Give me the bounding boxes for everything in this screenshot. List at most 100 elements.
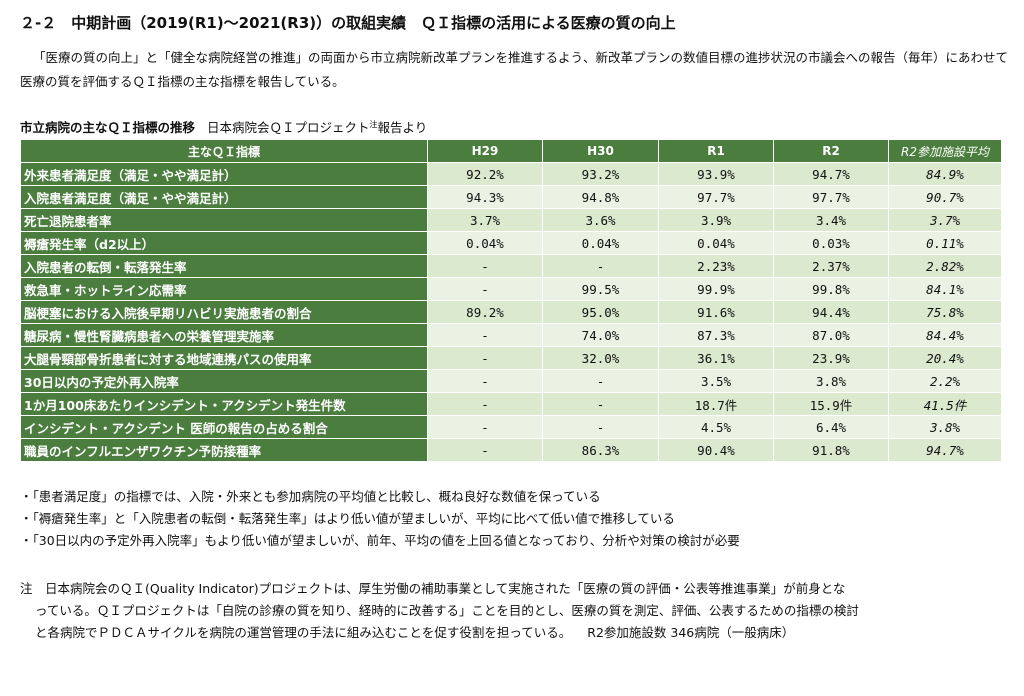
table-row: 糖尿病・慢性腎臓病患者への栄養管理実施率 -74.0% 87.3% 87.0% 84.4…	[20, 323, 1002, 347]
value-cell: 91.8%	[773, 438, 889, 462]
observation-notes: ・「患者満足度」の指標では、入院・外来とも参加病院の平均値と比較し、概ね良好な数…	[20, 486, 1010, 552]
value-cell: 93.9%	[658, 162, 774, 186]
value-cell: 94.4%	[773, 300, 889, 324]
value-cell: -	[427, 415, 543, 439]
header-indicator: 主なＱＩ指標	[20, 139, 428, 163]
indicator-label: 30日以内の予定外再入院率	[20, 369, 428, 393]
table-header-row: 主なＱＩ指標 H29 H30 R1 R2 R2参加施設平均	[20, 139, 1002, 163]
table-caption-note-mark: 注	[369, 119, 378, 129]
average-value-cell: 3.8%	[888, 415, 1002, 439]
indicator-label: 入院患者の転倒・転落発生率	[20, 254, 428, 278]
value-cell: 32.0%	[542, 346, 659, 370]
header-r1: R1	[658, 139, 774, 163]
table-row: 外来患者満足度（満足・やや満足計） 92.2% 93.2% 93.9% 94.7% 84.…	[20, 162, 1002, 186]
indicator-label: 救急車・ホットライン応需率	[20, 277, 428, 301]
footnote-line-text: と各病院でＰＤＣＡサイクルを病院の運営管理の手法に組み込むことを促す役割を担って…	[35, 625, 572, 640]
value-cell: -	[427, 323, 543, 347]
footnote-line: と各病院でＰＤＣＡサイクルを病院の運営管理の手法に組み込むことを促す役割を担って…	[20, 622, 1010, 644]
table-row: 褥瘡発生率（d2以上） 0.04% 0.04% 0.04% 0.03% 0.11%	[20, 231, 1002, 255]
average-value-cell: 94.7%	[888, 438, 1002, 462]
average-value-cell: 2.2%	[888, 369, 1002, 393]
value-cell: 90.4%	[658, 438, 774, 462]
value-cell: 2.37%	[773, 254, 889, 278]
average-value-cell: 0.11%	[888, 231, 1002, 255]
note-item: ・「患者満足度」の指標では、入院・外来とも参加病院の平均値と比較し、概ね良好な数…	[20, 489, 601, 504]
note-item: ・「30日以内の予定外再入院率」もより低い値が望ましいが、前年、平均の値を上回る…	[20, 533, 740, 548]
indicator-label: インシデント・アクシデント 医師の報告の占める割合	[20, 415, 428, 439]
value-cell: 89.2%	[427, 300, 543, 324]
value-cell: 87.0%	[773, 323, 889, 347]
value-cell: 86.3%	[542, 438, 659, 462]
value-cell: 36.1%	[658, 346, 774, 370]
table-row: 脳梗塞における入院後早期リハビリ実施患者の割合 89.2% 95.0% 91.6% 94…	[20, 300, 1002, 324]
average-value-cell: 41.5件	[888, 392, 1002, 416]
table-row: 死亡退院患者率 3.7% 3.6% 3.9% 3.4% 3.7%	[20, 208, 1002, 232]
value-cell: 0.04%	[542, 231, 659, 255]
value-cell: -	[427, 254, 543, 278]
indicator-label: 褥瘡発生率（d2以上）	[20, 231, 428, 255]
value-cell: 0.04%	[658, 231, 774, 255]
indicator-label: 大腿骨頸部骨折患者に対する地域連携パスの使用率	[20, 346, 428, 370]
note-item: ・「褥瘡発生率」と「入院患者の転倒・転落発生率」はより低い値が望ましいが、平均に…	[20, 511, 675, 526]
value-cell: 99.8%	[773, 277, 889, 301]
indicator-label: 脳梗塞における入院後早期リハビリ実施患者の割合	[20, 300, 428, 324]
value-cell: -	[427, 277, 543, 301]
value-cell: 3.8%	[773, 369, 889, 393]
value-cell: -	[427, 369, 543, 393]
value-cell: 99.9%	[658, 277, 774, 301]
value-cell: 3.6%	[542, 208, 659, 232]
indicator-label: 1か月100床あたりインシデント・アクシデント発生件数	[20, 392, 428, 416]
value-cell: -	[542, 415, 659, 439]
value-cell: 0.04%	[427, 231, 543, 255]
value-cell: 95.0%	[542, 300, 659, 324]
value-cell: 3.9%	[658, 208, 774, 232]
indicator-label: 入院患者満足度（満足・やや満足計）	[20, 185, 428, 209]
table-caption-main: 市立病院の主なＱＩ指標の推移	[20, 120, 196, 135]
value-cell: -	[542, 369, 659, 393]
value-cell: -	[542, 254, 659, 278]
value-cell: 92.2%	[427, 162, 543, 186]
value-cell: -	[427, 346, 543, 370]
average-value-cell: 75.8%	[888, 300, 1002, 324]
table-row: 大腿骨頸部骨折患者に対する地域連携パスの使用率 -32.0% 36.1% 23.9% 2…	[20, 346, 1002, 370]
header-r2: R2	[773, 139, 889, 163]
value-cell: 3.4%	[773, 208, 889, 232]
value-cell: 2.23%	[658, 254, 774, 278]
footnote-line: 注 日本病院会のＱＩ(Quality Indicator)プロジェクトは、厚生労…	[20, 581, 846, 596]
average-value-cell: 84.4%	[888, 323, 1002, 347]
average-value-cell: 3.7%	[888, 208, 1002, 232]
header-r2-average: R2参加施設平均	[888, 139, 1002, 163]
average-value-cell: 84.9%	[888, 162, 1002, 186]
header-h29: H29	[427, 139, 543, 163]
average-value-cell: 2.82%	[888, 254, 1002, 278]
table-row: 救急車・ホットライン応需率 -99.5% 99.9% 99.8% 84.1%	[20, 277, 1002, 301]
table-caption-source: 日本病院会ＱＩプロジェクト	[207, 120, 370, 135]
value-cell: 4.5%	[658, 415, 774, 439]
table-body: 外来患者満足度（満足・やや満足計） 92.2% 93.2% 93.9% 94.7% 84.…	[20, 162, 1002, 462]
value-cell: 6.4%	[773, 415, 889, 439]
value-cell: -	[542, 392, 659, 416]
indicator-label: 職員のインフルエンザワクチン予防接種率	[20, 438, 428, 462]
value-cell: 97.7%	[658, 185, 774, 209]
value-cell: 94.8%	[542, 185, 659, 209]
value-cell: 99.5%	[542, 277, 659, 301]
average-value-cell: 84.1%	[888, 277, 1002, 301]
value-cell: 94.3%	[427, 185, 543, 209]
value-cell: 91.6%	[658, 300, 774, 324]
header-h30: H30	[542, 139, 659, 163]
footnote-line: っている。ＱＩプロジェクトは「自院の診療の質を知り、経時的に改善する」ことを目的…	[35, 603, 859, 618]
value-cell: -	[427, 392, 543, 416]
footnote: 注 日本病院会のＱＩ(Quality Indicator)プロジェクトは、厚生労…	[20, 578, 1010, 644]
average-value-cell: 20.4%	[888, 346, 1002, 370]
table-row: 入院患者満足度（満足・やや満足計） 94.3% 94.8% 97.7% 97.7% 90.…	[20, 185, 1002, 209]
value-cell: -	[427, 438, 543, 462]
average-value-cell: 90.7%	[888, 185, 1002, 209]
value-cell: 18.7件	[658, 392, 774, 416]
intro-paragraph: 「医療の質の向上」と「健全な病院経営の推進」の両面から市立病院新改革プランを推進…	[20, 50, 1009, 89]
table-row: 入院患者の転倒・転落発生率 - -2.23% 2.37% 2.82%	[20, 254, 1002, 278]
section-heading: ２-２ 中期計画（2019(R1)～2021(R3)）の取組実績 ＱＩ指標の活用…	[20, 14, 676, 32]
table-row: 30日以内の予定外再入院率 - -3.5% 3.8% 2.2%	[20, 369, 1002, 393]
indicator-label: 糖尿病・慢性腎臓病患者への栄養管理実施率	[20, 323, 428, 347]
value-cell: 93.2%	[542, 162, 659, 186]
table-caption: 市立病院の主なＱＩ指標の推移 日本病院会ＱＩプロジェクト注報告より	[20, 117, 1010, 136]
